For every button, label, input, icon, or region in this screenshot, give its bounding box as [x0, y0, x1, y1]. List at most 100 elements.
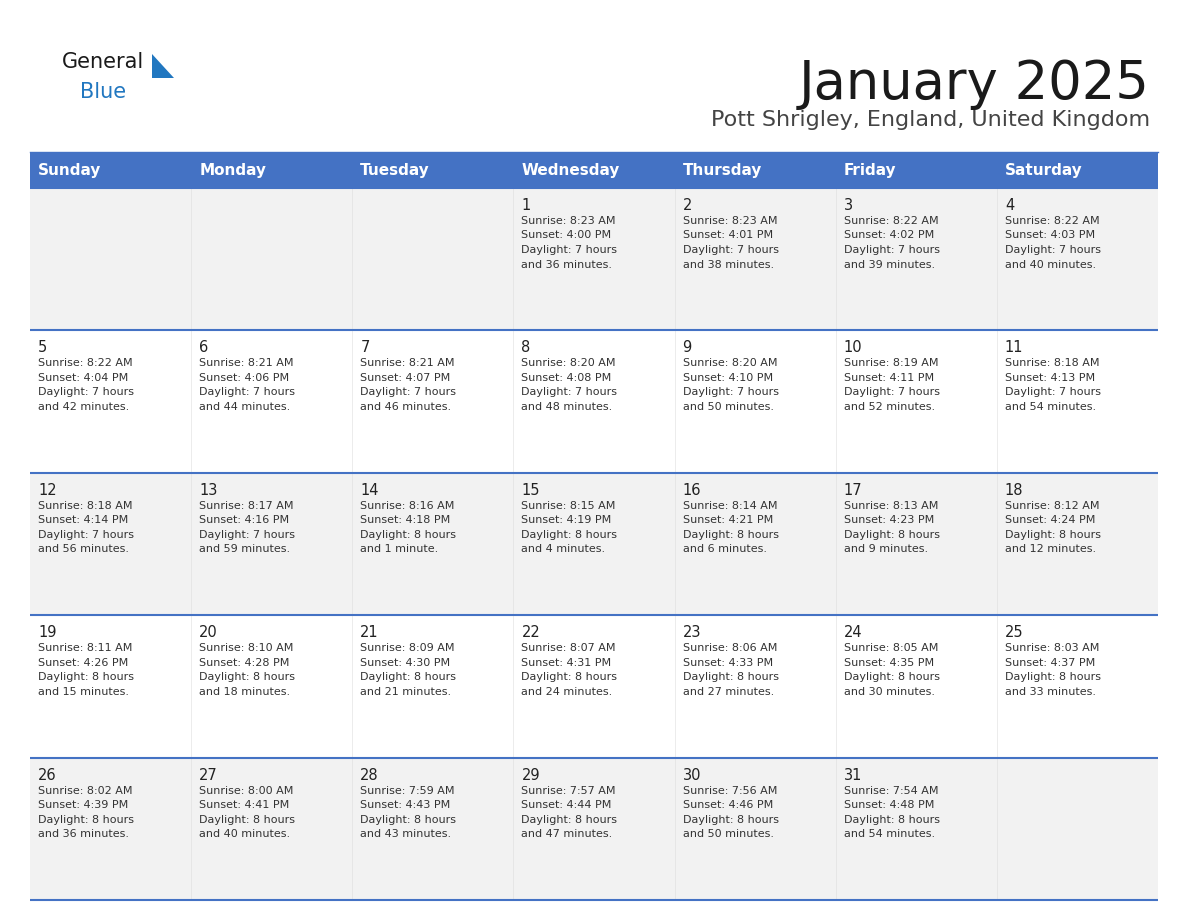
Text: and 21 minutes.: and 21 minutes.	[360, 687, 451, 697]
Text: 4: 4	[1005, 198, 1015, 213]
Text: Monday: Monday	[200, 162, 266, 177]
Text: and 54 minutes.: and 54 minutes.	[843, 829, 935, 839]
Text: Daylight: 7 hours: Daylight: 7 hours	[1005, 245, 1101, 255]
Text: Daylight: 8 hours: Daylight: 8 hours	[522, 672, 618, 682]
Text: Sunset: 4:01 PM: Sunset: 4:01 PM	[683, 230, 772, 241]
Text: and 15 minutes.: and 15 minutes.	[38, 687, 129, 697]
Text: and 4 minutes.: and 4 minutes.	[522, 544, 606, 554]
Text: Daylight: 8 hours: Daylight: 8 hours	[360, 672, 456, 682]
Text: and 33 minutes.: and 33 minutes.	[1005, 687, 1095, 697]
Text: Sunrise: 8:02 AM: Sunrise: 8:02 AM	[38, 786, 133, 796]
Text: 26: 26	[38, 767, 57, 783]
Text: Daylight: 8 hours: Daylight: 8 hours	[683, 672, 778, 682]
Text: and 48 minutes.: and 48 minutes.	[522, 402, 613, 412]
Text: Sunset: 4:16 PM: Sunset: 4:16 PM	[200, 515, 289, 525]
Bar	[30, 188, 1158, 330]
Text: Sunset: 4:28 PM: Sunset: 4:28 PM	[200, 657, 290, 667]
Text: Sunrise: 7:56 AM: Sunrise: 7:56 AM	[683, 786, 777, 796]
Text: and 42 minutes.: and 42 minutes.	[38, 402, 129, 412]
Text: Sunset: 4:26 PM: Sunset: 4:26 PM	[38, 657, 128, 667]
Text: and 40 minutes.: and 40 minutes.	[1005, 260, 1097, 270]
Text: Sunset: 4:02 PM: Sunset: 4:02 PM	[843, 230, 934, 241]
Text: Sunrise: 8:17 AM: Sunrise: 8:17 AM	[200, 501, 293, 510]
Text: Daylight: 8 hours: Daylight: 8 hours	[1005, 530, 1101, 540]
Text: Sunset: 4:00 PM: Sunset: 4:00 PM	[522, 230, 612, 241]
Polygon shape	[152, 54, 173, 78]
Text: 3: 3	[843, 198, 853, 213]
Text: Sunset: 4:13 PM: Sunset: 4:13 PM	[1005, 373, 1095, 383]
Text: Sunset: 4:46 PM: Sunset: 4:46 PM	[683, 800, 773, 810]
Text: Sunset: 4:43 PM: Sunset: 4:43 PM	[360, 800, 450, 810]
Text: Tuesday: Tuesday	[360, 162, 430, 177]
Text: Daylight: 8 hours: Daylight: 8 hours	[522, 530, 618, 540]
Text: Daylight: 7 hours: Daylight: 7 hours	[683, 387, 778, 397]
Text: Sunday: Sunday	[38, 162, 101, 177]
Text: Sunset: 4:19 PM: Sunset: 4:19 PM	[522, 515, 612, 525]
Text: 11: 11	[1005, 341, 1023, 355]
Text: and 50 minutes.: and 50 minutes.	[683, 829, 773, 839]
Text: Saturday: Saturday	[1005, 162, 1082, 177]
Text: Sunset: 4:07 PM: Sunset: 4:07 PM	[360, 373, 450, 383]
Text: 28: 28	[360, 767, 379, 783]
Text: and 56 minutes.: and 56 minutes.	[38, 544, 129, 554]
Text: Sunrise: 8:22 AM: Sunrise: 8:22 AM	[1005, 216, 1099, 226]
Text: and 30 minutes.: and 30 minutes.	[843, 687, 935, 697]
Text: Sunrise: 7:57 AM: Sunrise: 7:57 AM	[522, 786, 615, 796]
Text: and 36 minutes.: and 36 minutes.	[522, 260, 613, 270]
Text: Sunset: 4:44 PM: Sunset: 4:44 PM	[522, 800, 612, 810]
Text: Sunset: 4:08 PM: Sunset: 4:08 PM	[522, 373, 612, 383]
Text: and 46 minutes.: and 46 minutes.	[360, 402, 451, 412]
Text: 24: 24	[843, 625, 862, 640]
Text: Sunrise: 8:21 AM: Sunrise: 8:21 AM	[360, 358, 455, 368]
Text: Sunrise: 8:18 AM: Sunrise: 8:18 AM	[1005, 358, 1099, 368]
Text: Sunset: 4:30 PM: Sunset: 4:30 PM	[360, 657, 450, 667]
Text: and 18 minutes.: and 18 minutes.	[200, 687, 290, 697]
Text: Daylight: 8 hours: Daylight: 8 hours	[1005, 672, 1101, 682]
Text: and 12 minutes.: and 12 minutes.	[1005, 544, 1097, 554]
Text: Thursday: Thursday	[683, 162, 762, 177]
Bar	[30, 757, 1158, 900]
Text: Sunset: 4:31 PM: Sunset: 4:31 PM	[522, 657, 612, 667]
Text: Sunset: 4:37 PM: Sunset: 4:37 PM	[1005, 657, 1095, 667]
Text: Wednesday: Wednesday	[522, 162, 620, 177]
Text: Sunrise: 8:05 AM: Sunrise: 8:05 AM	[843, 644, 939, 654]
Text: Sunrise: 8:10 AM: Sunrise: 8:10 AM	[200, 644, 293, 654]
Text: 29: 29	[522, 767, 541, 783]
Text: Pott Shrigley, England, United Kingdom: Pott Shrigley, England, United Kingdom	[710, 110, 1150, 130]
Text: 2: 2	[683, 198, 691, 213]
Text: Sunrise: 8:22 AM: Sunrise: 8:22 AM	[38, 358, 133, 368]
Text: Daylight: 8 hours: Daylight: 8 hours	[200, 814, 295, 824]
Text: Sunset: 4:35 PM: Sunset: 4:35 PM	[843, 657, 934, 667]
Text: Daylight: 7 hours: Daylight: 7 hours	[38, 387, 134, 397]
Bar	[30, 615, 1158, 757]
Text: Sunset: 4:33 PM: Sunset: 4:33 PM	[683, 657, 772, 667]
Text: Sunrise: 8:20 AM: Sunrise: 8:20 AM	[683, 358, 777, 368]
Text: and 40 minutes.: and 40 minutes.	[200, 829, 290, 839]
Text: Blue: Blue	[80, 82, 126, 102]
Text: 23: 23	[683, 625, 701, 640]
Text: 1: 1	[522, 198, 531, 213]
Text: 27: 27	[200, 767, 217, 783]
Text: Sunset: 4:21 PM: Sunset: 4:21 PM	[683, 515, 773, 525]
Text: and 6 minutes.: and 6 minutes.	[683, 544, 766, 554]
Text: and 1 minute.: and 1 minute.	[360, 544, 438, 554]
Text: 14: 14	[360, 483, 379, 498]
Text: and 54 minutes.: and 54 minutes.	[1005, 402, 1097, 412]
Text: 21: 21	[360, 625, 379, 640]
Text: Sunrise: 8:09 AM: Sunrise: 8:09 AM	[360, 644, 455, 654]
Text: Daylight: 7 hours: Daylight: 7 hours	[200, 530, 295, 540]
Text: 25: 25	[1005, 625, 1024, 640]
Text: Daylight: 7 hours: Daylight: 7 hours	[683, 245, 778, 255]
Text: Sunrise: 8:03 AM: Sunrise: 8:03 AM	[1005, 644, 1099, 654]
Text: Daylight: 7 hours: Daylight: 7 hours	[200, 387, 295, 397]
Text: 5: 5	[38, 341, 48, 355]
Text: 12: 12	[38, 483, 57, 498]
Text: 20: 20	[200, 625, 217, 640]
Text: Sunrise: 8:11 AM: Sunrise: 8:11 AM	[38, 644, 132, 654]
Text: Sunrise: 7:59 AM: Sunrise: 7:59 AM	[360, 786, 455, 796]
Bar	[30, 152, 1158, 188]
Text: Sunset: 4:24 PM: Sunset: 4:24 PM	[1005, 515, 1095, 525]
Text: and 43 minutes.: and 43 minutes.	[360, 829, 451, 839]
Text: and 38 minutes.: and 38 minutes.	[683, 260, 773, 270]
Text: and 24 minutes.: and 24 minutes.	[522, 687, 613, 697]
